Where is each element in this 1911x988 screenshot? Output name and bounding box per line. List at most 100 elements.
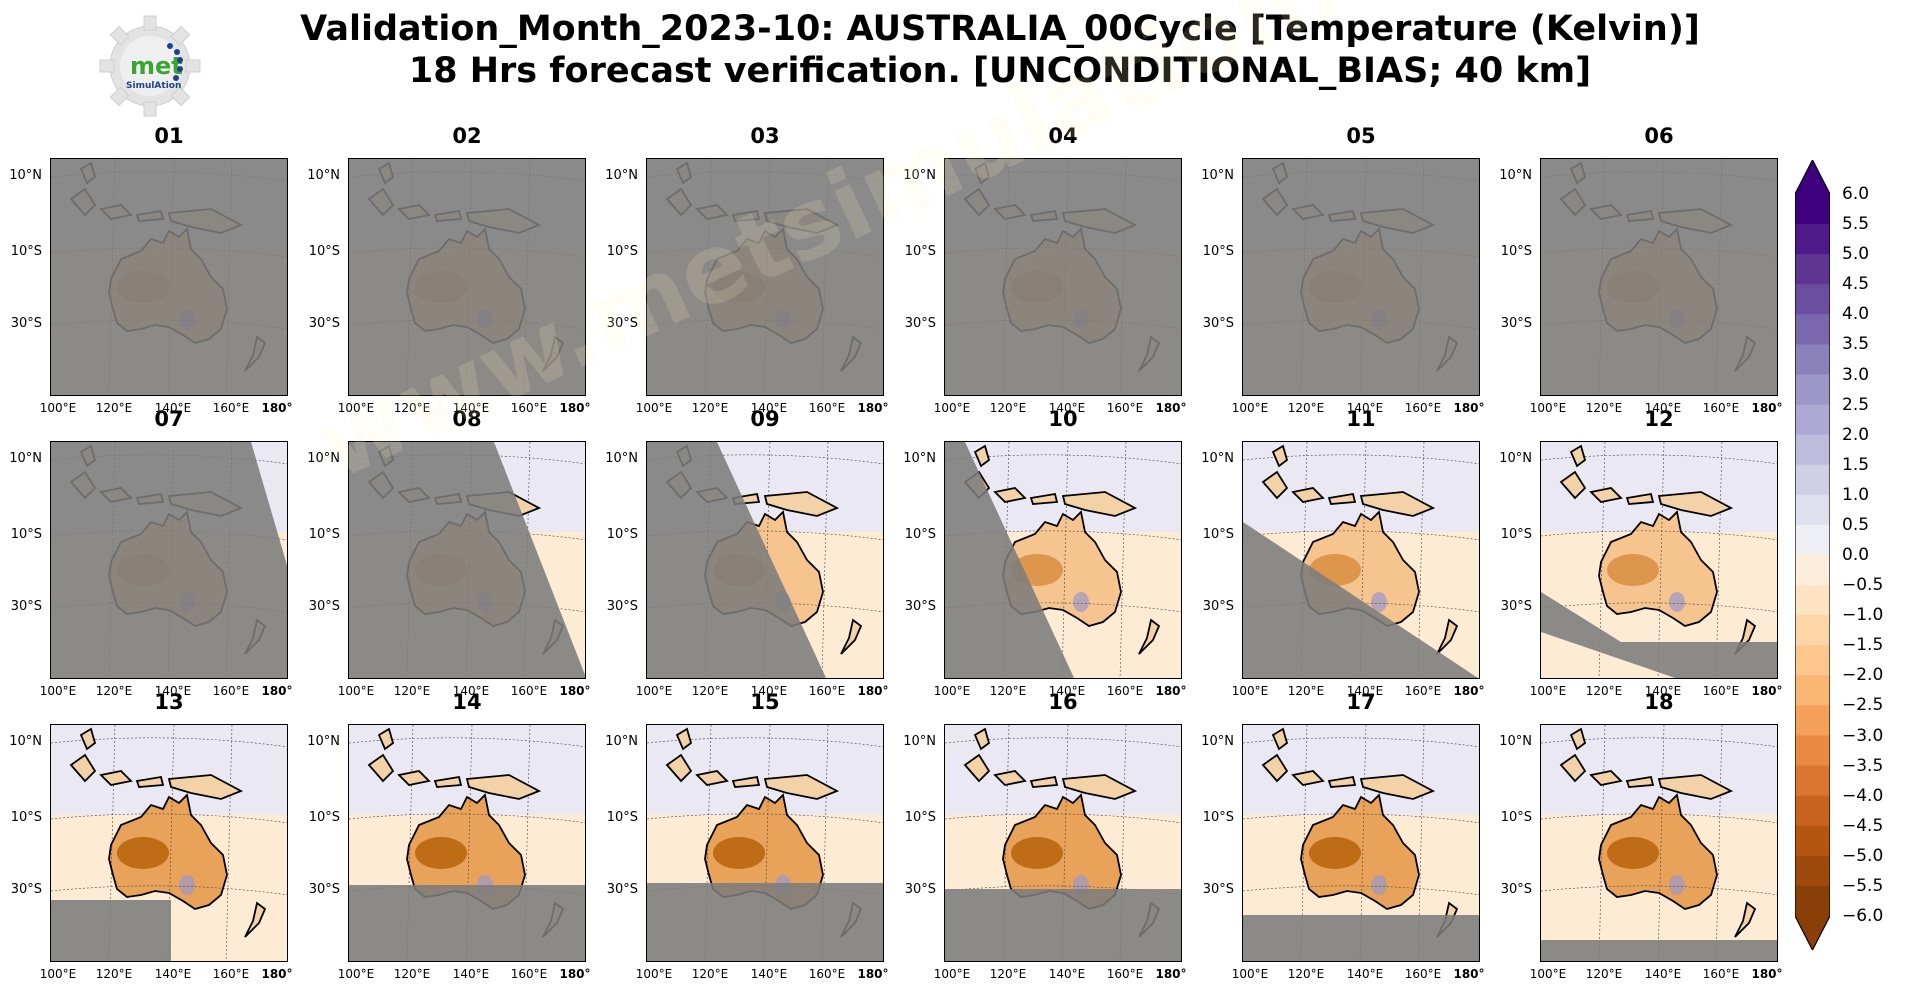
- bias-map: [646, 158, 884, 396]
- x-tick-label: 180°: [1155, 401, 1187, 415]
- colorbar-tick-label: −2.0: [1842, 665, 1884, 686]
- colorbar-bin: [1795, 885, 1830, 917]
- panel-title: 11: [1346, 407, 1376, 431]
- y-tick-label: 10°N: [903, 734, 936, 749]
- x-tick-label: 180°: [1155, 967, 1187, 981]
- y-tick-label: 30°S: [904, 599, 936, 614]
- night-mask-region: [945, 442, 1075, 678]
- x-tick-label: 120°E: [989, 967, 1027, 981]
- parallel-gridline: [647, 737, 883, 748]
- colorbar-bin: [1795, 675, 1830, 706]
- y-tick-label: 10°S: [606, 244, 638, 259]
- colorbar-bin: [1795, 705, 1830, 736]
- colorbar-bin: [1795, 494, 1830, 526]
- y-tick-label: 30°S: [1500, 316, 1532, 331]
- x-tick-label: 180°: [559, 684, 591, 698]
- x-tick-label: 140°E: [1048, 684, 1086, 698]
- x-tick-label: 180°: [1751, 967, 1783, 981]
- colorbar-tick-label: −1.0: [1842, 605, 1884, 626]
- bias-map: [348, 441, 586, 679]
- forecast-hour-panel: 04 10°N 10°S 30°S 100°E 120°E 140°E 160°E 180°: [903, 124, 1186, 415]
- night-mask-region: [1243, 159, 1479, 395]
- forecast-hour-panel: 13 10°N 10°S 30°S 100°E 120°E 140°E 160°E 180°: [9, 690, 292, 981]
- bias-map: [50, 158, 288, 396]
- x-tick-label: 120°E: [95, 967, 133, 981]
- bias-map: [348, 158, 586, 396]
- x-tick-label: 140°E: [154, 401, 192, 415]
- y-tick-label: 10°S: [1500, 244, 1532, 259]
- parallel-gridline: [349, 737, 585, 748]
- forecast-hour-panel: 16 10°N 10°S 30°S 100°E 120°E 140°E 160°E 180°: [903, 690, 1186, 981]
- colorbar-bin: [1795, 645, 1830, 676]
- x-tick-label: 160°E: [212, 401, 250, 415]
- panel-title: 01: [154, 124, 184, 148]
- colorbar-bin: [1795, 434, 1830, 466]
- y-tick-label: 10°S: [308, 810, 340, 825]
- colorbar-tick-label: −5.0: [1842, 845, 1884, 866]
- parallel-gridline: [1541, 454, 1777, 465]
- x-tick-label: 160°E: [808, 684, 846, 698]
- forecast-hour-panel: 10 10°N 10°S 30°S 100°E 120°E 140°E 160°E 180°: [903, 407, 1186, 698]
- coastline: [1300, 793, 1420, 910]
- x-tick-label: 180°: [857, 684, 889, 698]
- x-tick-label: 160°E: [510, 401, 548, 415]
- panel-title: 07: [154, 407, 184, 431]
- x-tick-label: 100°E: [635, 401, 673, 415]
- night-mask-region: [1243, 915, 1479, 961]
- coastline: [1261, 444, 1436, 517]
- panel-title: 10: [1048, 407, 1078, 431]
- warm-bias-core: [1607, 837, 1659, 869]
- parallel-gridline: [1243, 885, 1479, 896]
- x-tick-label: 100°E: [39, 401, 77, 415]
- panel-title: 14: [452, 690, 482, 714]
- night-mask-region: [1541, 159, 1777, 395]
- x-tick-label: 160°E: [1106, 401, 1144, 415]
- x-tick-label: 120°E: [393, 684, 431, 698]
- night-mask-region: [945, 159, 1181, 395]
- x-tick-label: 140°E: [750, 967, 788, 981]
- panel-title: 03: [750, 124, 780, 148]
- y-tick-label: 30°S: [1500, 599, 1532, 614]
- bias-map: [1242, 441, 1480, 679]
- parallel-gridline: [1541, 737, 1777, 748]
- parallel-gridline: [51, 737, 287, 748]
- warm-bias-core: [415, 837, 467, 869]
- coastline: [69, 727, 244, 800]
- logo-sub-text: SimulAtion: [126, 81, 181, 91]
- parallel-gridline: [349, 813, 585, 824]
- y-tick-label: 10°S: [1202, 244, 1234, 259]
- panel-title: 16: [1048, 690, 1078, 714]
- y-tick-label: 10°S: [606, 527, 638, 542]
- bias-map: [1540, 724, 1778, 962]
- x-tick-label: 120°E: [691, 684, 729, 698]
- x-tick-label: 160°E: [212, 684, 250, 698]
- title-line-2: 18 Hrs forecast verification. [UNCONDITI…: [408, 51, 1592, 91]
- y-tick-label: 30°S: [1202, 882, 1234, 897]
- forecast-hour-panel: 17 10°N 10°S 30°S 100°E 120°E 140°E 160°E 180°: [1201, 690, 1484, 981]
- bias-map: [646, 441, 884, 679]
- panel-title: 08: [452, 407, 482, 431]
- y-tick-label: 10°S: [10, 810, 42, 825]
- figure-title: Validation_Month_2023-10: AUSTRALIA_00Cy…: [230, 8, 1770, 92]
- colorbar-tick-label: 3.0: [1842, 364, 1870, 385]
- bias-map: [50, 441, 288, 679]
- panel-title: 18: [1644, 690, 1674, 714]
- parallel-gridline: [945, 813, 1181, 824]
- y-tick-label: 10°S: [10, 527, 42, 542]
- y-tick-label: 10°S: [10, 244, 42, 259]
- night-mask-region: [647, 883, 883, 961]
- colorbar-tick-label: −3.5: [1842, 755, 1884, 776]
- colorbar-bin: [1795, 314, 1830, 345]
- x-tick-label: 100°E: [635, 967, 673, 981]
- cold-bias-spot: [179, 875, 195, 895]
- bias-map: [50, 724, 288, 962]
- y-tick-label: 10°S: [308, 244, 340, 259]
- x-tick-label: 140°E: [1644, 401, 1682, 415]
- x-tick-label: 120°E: [1585, 684, 1623, 698]
- cold-bias-spot: [1669, 592, 1685, 612]
- night-mask-region: [51, 159, 287, 395]
- x-tick-label: 100°E: [39, 967, 77, 981]
- coastline: [1138, 618, 1161, 655]
- colorbar-extend-max: [1795, 160, 1830, 194]
- colorbar-bin: [1795, 524, 1830, 556]
